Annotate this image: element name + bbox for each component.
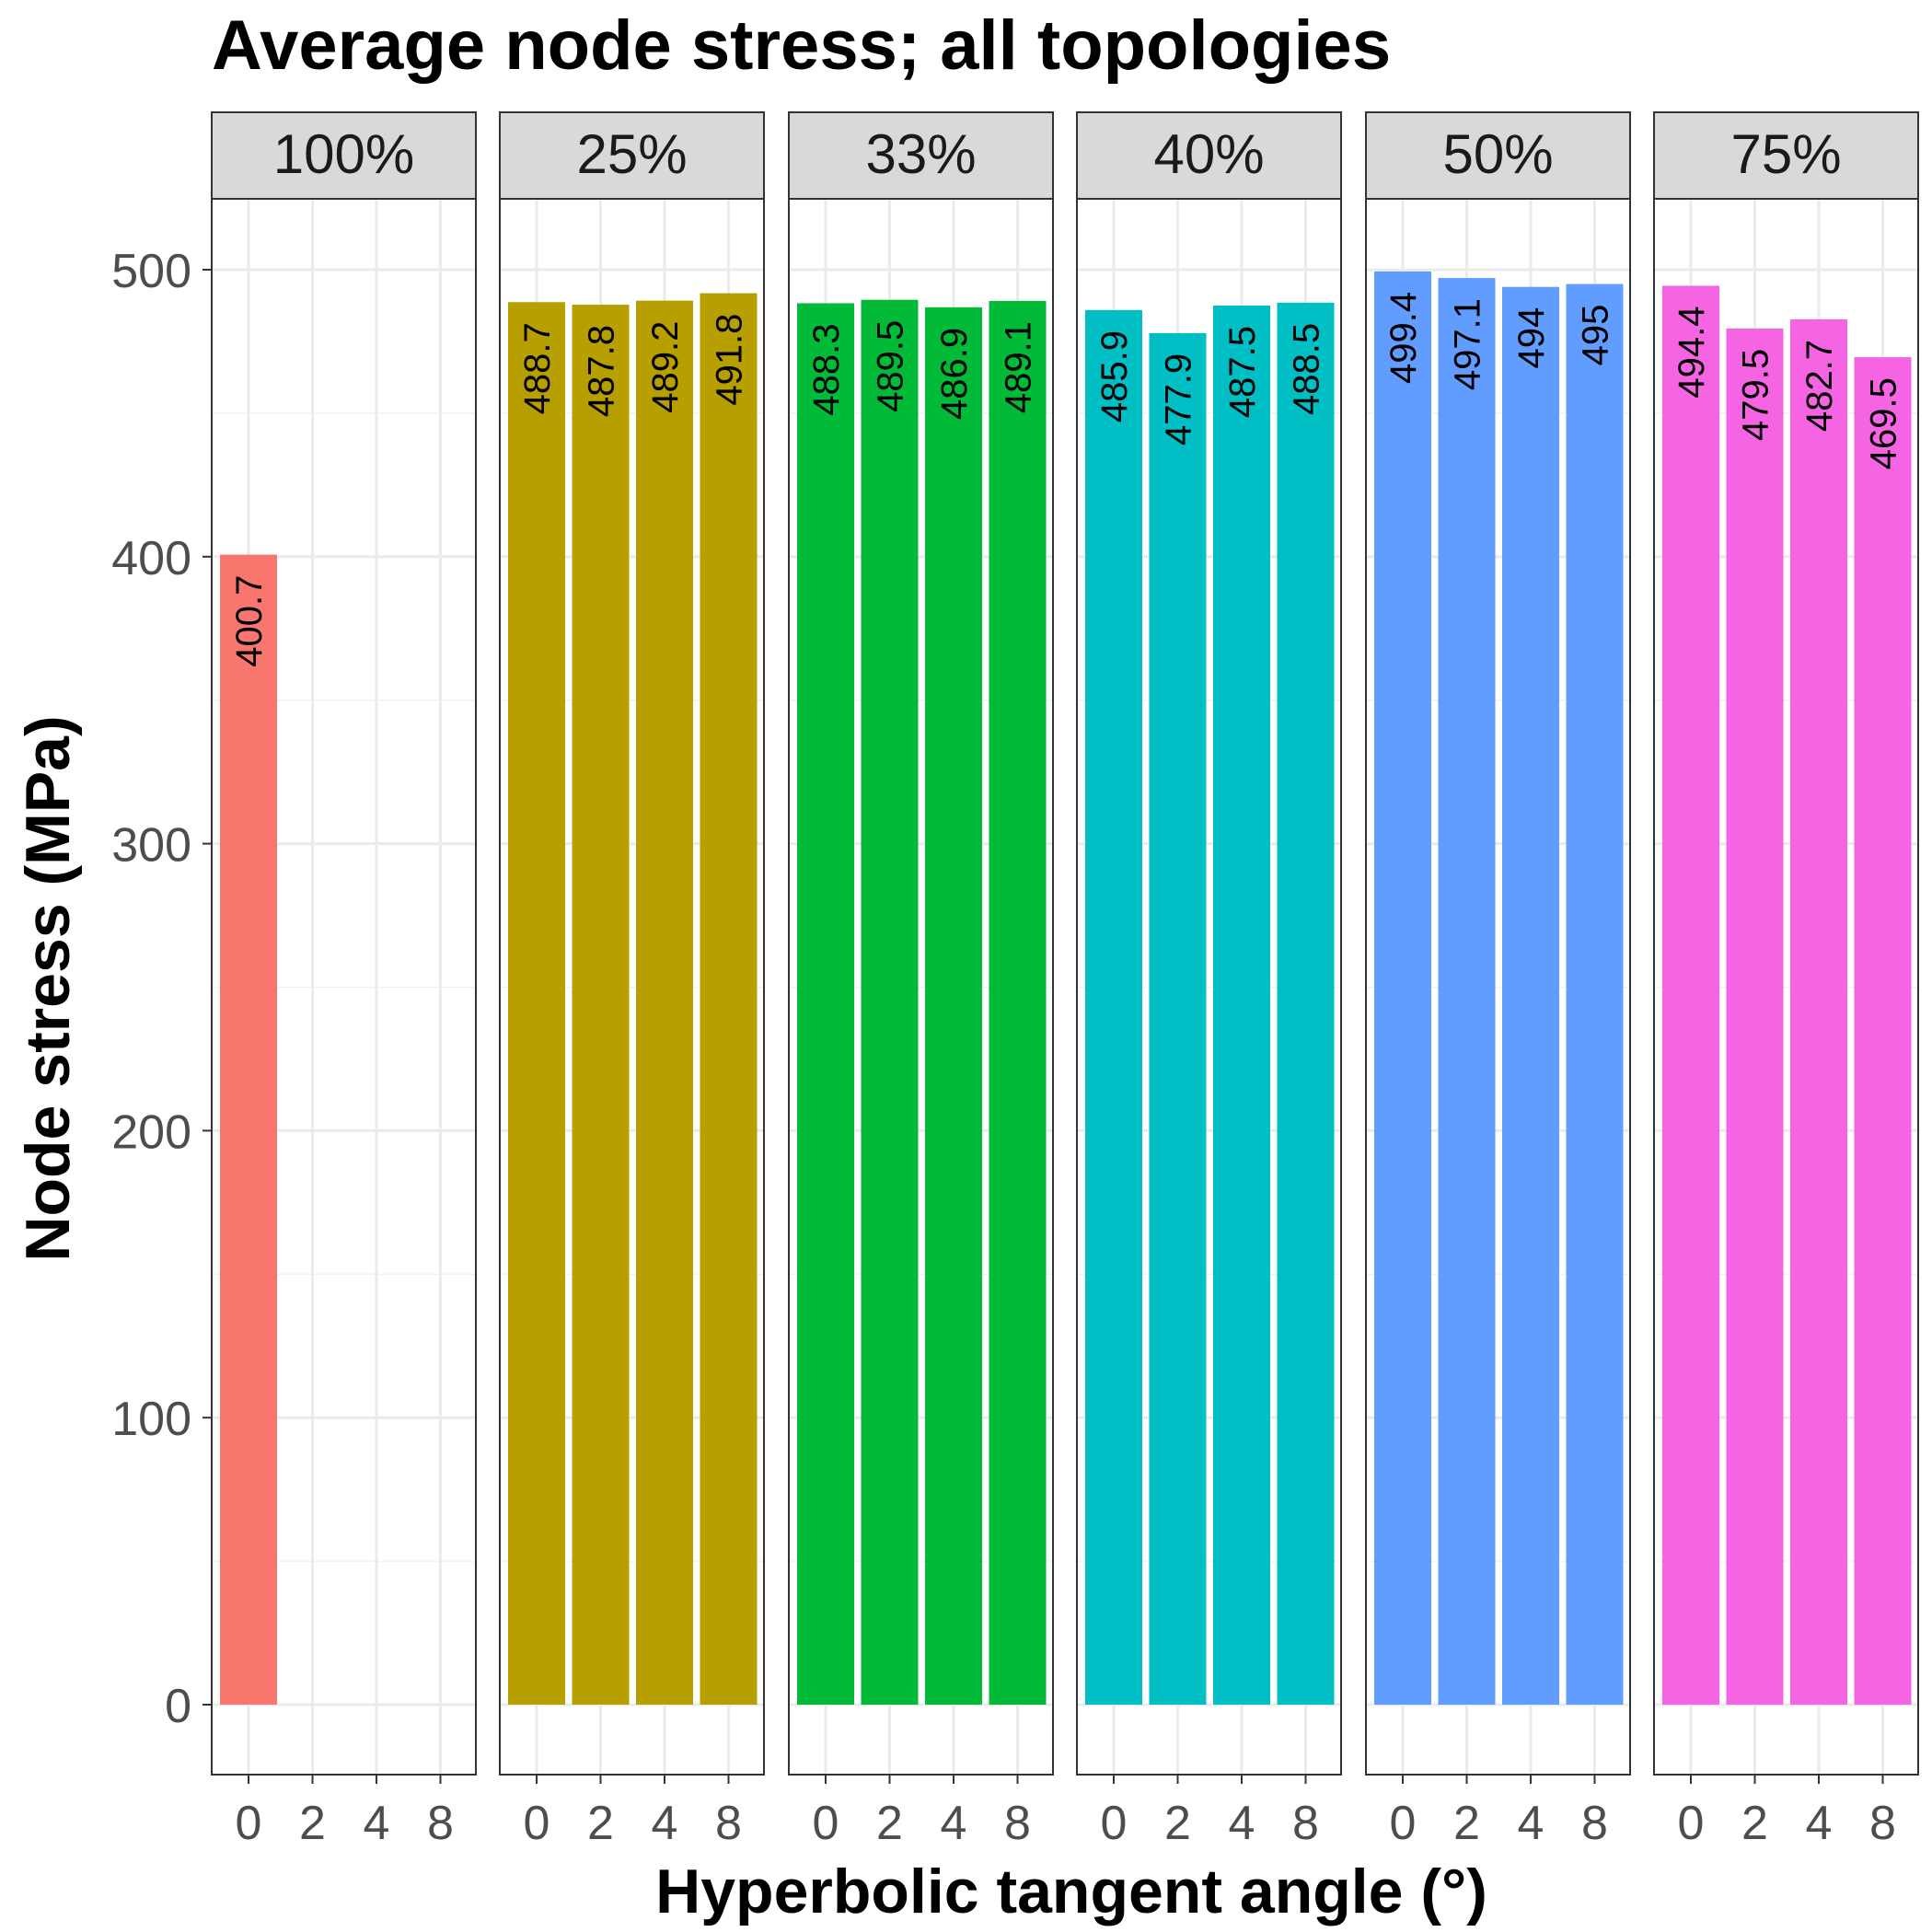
bar-value-label: 400.7 (229, 575, 270, 667)
x-tick-label: 2 (1164, 1797, 1191, 1850)
bar-value-label: 494.4 (1672, 306, 1712, 398)
bar-value-label: 485.9 (1094, 330, 1135, 422)
bar (1374, 271, 1431, 1705)
bar-value-label: 491.8 (710, 314, 750, 406)
facet-strip (499, 111, 765, 200)
facet-strip-label: 33% (865, 123, 976, 185)
bar (989, 300, 1047, 1705)
facet-panel: 499.4 497.1 494 495 50% 0 2 4 8 (1365, 111, 1631, 1850)
bar (1213, 305, 1270, 1706)
y-tick-label: 0 (165, 1680, 191, 1733)
bar-value-label: 489.5 (871, 320, 911, 412)
x-tick-label: 8 (715, 1797, 742, 1850)
facet-strip (1653, 111, 1919, 200)
facet-strip (1365, 111, 1631, 200)
y-tick-label: 500 (111, 245, 191, 298)
facet-strip-label: 50% (1442, 123, 1553, 185)
chart-title: Average node stress; all topologies (212, 6, 1391, 85)
x-tick-label: 0 (236, 1797, 262, 1850)
x-tick-label: 2 (587, 1797, 614, 1850)
bar-value-label: 488.5 (1287, 323, 1327, 415)
facet-panel: 485.9 477.9 487.5 488.5 40% 0 2 4 8 (1076, 111, 1342, 1850)
x-tick-label: 2 (876, 1797, 903, 1850)
x-tick-label: 2 (299, 1797, 326, 1850)
y-tick-label: 400 (111, 532, 191, 585)
x-tick-label: 0 (524, 1797, 550, 1850)
bar-value-label: 488.7 (517, 322, 558, 414)
bar (1726, 328, 1784, 1706)
x-axis-title: Hyperbolic tangent angle (°) (655, 1857, 1487, 1926)
bar-value-label: 488.3 (806, 323, 847, 415)
bar (1438, 278, 1496, 1705)
bar-value-label: 487.5 (1222, 326, 1263, 418)
facet-strip-label: 40% (1153, 123, 1264, 185)
bar (1566, 283, 1624, 1706)
bar (1149, 332, 1207, 1705)
bar-value-label: 489.2 (645, 321, 686, 413)
bar-value-label: 487.8 (582, 325, 622, 417)
x-tick-label: 8 (1581, 1797, 1608, 1850)
bar (861, 299, 919, 1705)
facet-strip-label: 25% (576, 123, 687, 185)
bar (508, 302, 565, 1705)
x-tick-label: 2 (1741, 1797, 1768, 1850)
bar (1502, 286, 1559, 1705)
y-axis: 0 100 200 300 400 500 (111, 245, 212, 1733)
y-tick-label: 300 (111, 819, 191, 873)
x-tick-label: 2 (1453, 1797, 1480, 1850)
bar (1662, 285, 1719, 1705)
bar-value-label: 489.1 (999, 321, 1039, 413)
x-tick-label: 4 (1229, 1797, 1255, 1850)
x-tick-label: 8 (1004, 1797, 1031, 1850)
facet-strip-label: 100% (273, 123, 414, 185)
x-tick-label: 4 (1806, 1797, 1833, 1850)
x-tick-label: 4 (941, 1797, 967, 1850)
x-tick-label: 4 (652, 1797, 678, 1850)
x-tick-label: 0 (813, 1797, 839, 1850)
bar-value-label: 479.5 (1736, 349, 1776, 441)
bar-value-label: 495 (1576, 305, 1616, 366)
y-axis-title: Node stress (MPa) (13, 715, 83, 1261)
x-tick-label: 4 (1518, 1797, 1544, 1850)
x-tick-label: 4 (364, 1797, 390, 1850)
bar (1277, 302, 1335, 1706)
x-tick-label: 0 (1101, 1797, 1128, 1850)
bar-value-label: 477.9 (1159, 353, 1199, 445)
y-tick-label: 200 (111, 1105, 191, 1159)
bar-value-label: 469.5 (1864, 377, 1904, 469)
facet-strip (788, 111, 1054, 200)
bar-value-label: 494 (1511, 307, 1552, 369)
bar (636, 300, 693, 1705)
x-tick-label: 0 (1390, 1797, 1417, 1850)
facet-panel: 488.7 487.8 489.2 491.8 25% 0 2 4 8 (499, 111, 765, 1850)
bar (700, 293, 758, 1705)
y-tick-label: 100 (111, 1393, 191, 1446)
facet-strip (211, 111, 477, 200)
bar (1085, 309, 1142, 1705)
bar (797, 303, 854, 1705)
bar (1790, 318, 1847, 1705)
x-tick-label: 8 (1869, 1797, 1896, 1850)
bar-value-label: 497.1 (1448, 298, 1488, 390)
bar (572, 305, 630, 1706)
facet-strip-label: 75% (1730, 123, 1841, 185)
facet-strip (1076, 111, 1342, 200)
facet-panel: 400.7 100% 0 2 4 8 (211, 111, 477, 1850)
x-tick-label: 8 (1292, 1797, 1319, 1850)
bar-value-label: 482.7 (1799, 340, 1840, 432)
bar-value-label: 486.9 (934, 328, 975, 420)
bar (925, 307, 982, 1705)
bar (1854, 357, 1912, 1705)
x-tick-label: 0 (1678, 1797, 1705, 1850)
bar-value-label: 499.4 (1383, 292, 1424, 384)
bar (220, 554, 277, 1705)
facet-panel: 494.4 479.5 482.7 469.5 75% 0 2 4 8 (1653, 111, 1919, 1850)
x-tick-label: 8 (427, 1797, 454, 1850)
facet-panel: 488.3 489.5 486.9 489.1 33% 0 2 4 8 (788, 111, 1054, 1850)
